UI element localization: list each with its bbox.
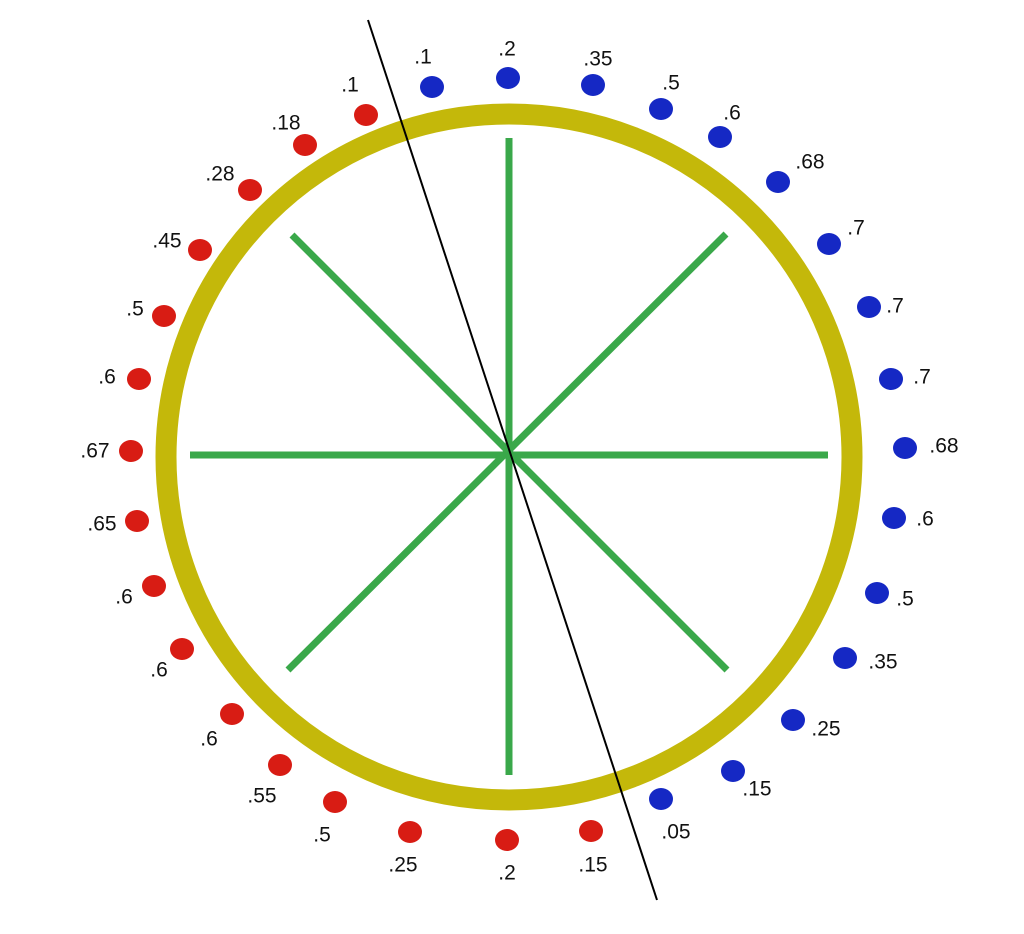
blue-point-dot [766, 171, 790, 193]
blue-points-group: .1 .2 .35 .5 .6 .68 .7 .7 .7 .68 .6 .5 .35 .25 .15 .05 [414, 38, 958, 844]
red-point-dot [152, 305, 176, 327]
red-point-dot [495, 829, 519, 851]
blue-point-label: .5 [662, 72, 680, 95]
red-point-dot [142, 575, 166, 597]
blue-point-label: .6 [723, 102, 741, 125]
blue-point-dot [420, 76, 444, 98]
blue-point-dot [496, 67, 520, 89]
blue-point-dot [833, 647, 857, 669]
red-point-label: .55 [247, 785, 276, 808]
spoke-diagonal-up [285, 231, 729, 673]
blue-point-label: .35 [868, 651, 897, 674]
red-point-label: .65 [87, 513, 116, 536]
red-point-label: .6 [98, 366, 116, 389]
red-point-dot [354, 104, 378, 126]
blue-point-label: .25 [811, 718, 840, 741]
blue-point-label: .35 [583, 48, 612, 71]
blue-point-dot [817, 233, 841, 255]
red-point-dot [323, 791, 347, 813]
red-point-dot [188, 239, 212, 261]
red-point-label: .6 [150, 659, 168, 682]
blue-point-label: .7 [847, 217, 865, 240]
red-point-label: .25 [388, 854, 417, 877]
spokes-group [190, 138, 828, 775]
red-point-label: .15 [578, 854, 607, 877]
blue-point-label: .68 [929, 435, 958, 458]
red-point-label: .28 [205, 163, 234, 186]
blue-point-label: .5 [896, 588, 914, 611]
red-point-label: .5 [313, 824, 331, 847]
blue-point-dot [865, 582, 889, 604]
red-point-dot [127, 368, 151, 390]
red-point-dot [268, 754, 292, 776]
blue-point-label: .05 [661, 821, 690, 844]
red-point-label: .67 [80, 440, 109, 463]
blue-point-dot [893, 437, 917, 459]
red-point-dot [119, 440, 143, 462]
blue-point-dot [721, 760, 745, 782]
blue-point-dot [857, 296, 881, 318]
red-point-dot [579, 820, 603, 842]
blue-point-dot [882, 507, 906, 529]
red-point-label: .1 [341, 74, 359, 97]
blue-point-label: .7 [886, 295, 904, 318]
red-point-label: .18 [271, 112, 300, 135]
red-point-label: .6 [200, 728, 218, 751]
blue-point-label: .2 [498, 38, 516, 61]
red-point-dot [170, 638, 194, 660]
red-point-label: .45 [152, 230, 181, 253]
red-points-group: .1 .18 .28 .45 .5 .6 .67 .65 .6 .6 .6 .55 .5 .25 .2 .15 [80, 74, 607, 885]
dividing-line [367, 19, 658, 901]
blue-point-label: .68 [795, 151, 824, 174]
blue-point-dot [781, 709, 805, 731]
blue-point-dot [879, 368, 903, 390]
blue-point-label: .6 [916, 508, 934, 531]
red-point-label: .2 [498, 862, 516, 885]
blue-point-dot [649, 98, 673, 120]
yellow-ring [155, 103, 863, 811]
blue-point-label: .7 [913, 366, 931, 389]
blue-point-dot [649, 788, 673, 810]
red-point-dot [238, 179, 262, 201]
blue-point-label: .15 [742, 778, 771, 801]
red-point-dot [398, 821, 422, 843]
blue-point-dot [708, 126, 732, 148]
red-point-dot [293, 134, 317, 156]
red-point-label: .6 [115, 586, 133, 609]
red-point-dot [220, 703, 244, 725]
red-point-dot [125, 510, 149, 532]
blue-point-label: .1 [414, 46, 432, 69]
blue-point-dot [581, 74, 605, 96]
red-point-label: .5 [126, 298, 144, 321]
